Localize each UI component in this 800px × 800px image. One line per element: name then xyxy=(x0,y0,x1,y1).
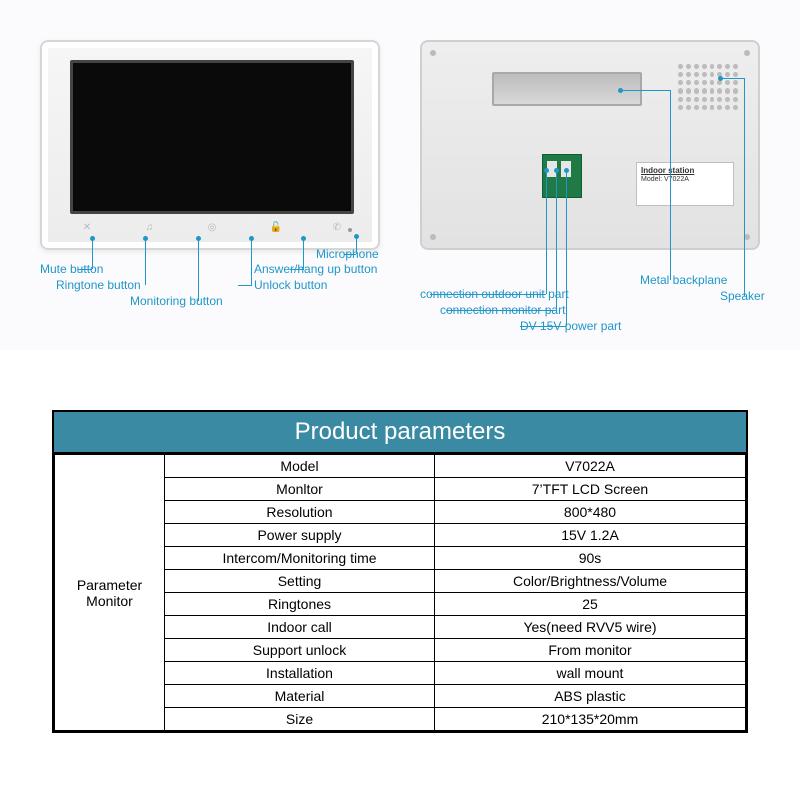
microphone-dot xyxy=(348,228,352,232)
table-key: Resolution xyxy=(165,501,435,524)
ringtone-icon: ♫ xyxy=(145,222,155,232)
parameters-table: Product parameters Parameter MonitorMode… xyxy=(52,410,748,733)
label-power: DV 15V power part xyxy=(520,319,621,333)
label-unlock: Unlock button xyxy=(254,278,327,292)
table-key: Indoor call xyxy=(165,616,435,639)
table-key: Support unlock xyxy=(165,639,435,662)
label-speaker: Speaker xyxy=(720,289,765,303)
label-backplane: Metal backplane xyxy=(640,273,727,287)
table-value: 7’TFT LCD Screen xyxy=(435,478,746,501)
table-value: 25 xyxy=(435,593,746,616)
table-key: Ringtones xyxy=(165,593,435,616)
spec-table: Parameter MonitorModelV7022AMonltor7’TFT… xyxy=(54,454,746,731)
table-value: 210*135*20mm xyxy=(435,708,746,731)
table-key: Material xyxy=(165,685,435,708)
table-value: 800*480 xyxy=(435,501,746,524)
label-mute: Mute button xyxy=(40,262,103,276)
table-key: Power supply xyxy=(165,524,435,547)
table-key: Setting xyxy=(165,570,435,593)
diagram-panel: ✕ ♫ ◎ 🔓 ✆ Mute button Ringtone button Mo… xyxy=(0,0,800,350)
pcb-connector xyxy=(542,154,582,198)
device-front: ✕ ♫ ◎ 🔓 ✆ xyxy=(40,40,380,250)
table-value: 15V 1.2A xyxy=(435,524,746,547)
table-value: V7022A xyxy=(435,455,746,478)
table-value: From monitor xyxy=(435,639,746,662)
table-value: wall mount xyxy=(435,662,746,685)
table-key: Monltor xyxy=(165,478,435,501)
label-monitoring: Monitoring button xyxy=(130,294,223,308)
label-ringtone: Ringtone button xyxy=(56,278,141,292)
table-key: Model xyxy=(165,455,435,478)
table-title: Product parameters xyxy=(54,412,746,454)
table-rowhead: Parameter Monitor xyxy=(55,455,165,731)
table-value: Color/Brightness/Volume xyxy=(435,570,746,593)
speaker-grill xyxy=(678,64,738,110)
table-key: Intercom/Monitoring time xyxy=(165,547,435,570)
table-value: ABS plastic xyxy=(435,685,746,708)
table-key: Size xyxy=(165,708,435,731)
table-value: 90s xyxy=(435,547,746,570)
unlock-icon: 🔓 xyxy=(270,222,280,232)
model-label-plate: Indoor station Model: V7022A xyxy=(636,162,734,206)
button-row: ✕ ♫ ◎ 🔓 ✆ xyxy=(82,218,342,236)
label-monitor-conn: connection monitor part xyxy=(440,303,565,317)
plate-title: Indoor station xyxy=(641,166,729,176)
monitoring-icon: ◎ xyxy=(207,222,217,232)
mute-icon: ✕ xyxy=(82,222,92,232)
label-answer: Answer/hang up button xyxy=(254,262,377,276)
lcd-screen xyxy=(70,60,354,214)
label-microphone: Microphone xyxy=(316,247,379,261)
table-key: Installation xyxy=(165,662,435,685)
label-outdoor: connection outdoor unit part xyxy=(420,287,569,301)
table-value: Yes(need RVV5 wire) xyxy=(435,616,746,639)
answer-icon: ✆ xyxy=(332,222,342,232)
device-back: Indoor station Model: V7022A xyxy=(420,40,760,250)
